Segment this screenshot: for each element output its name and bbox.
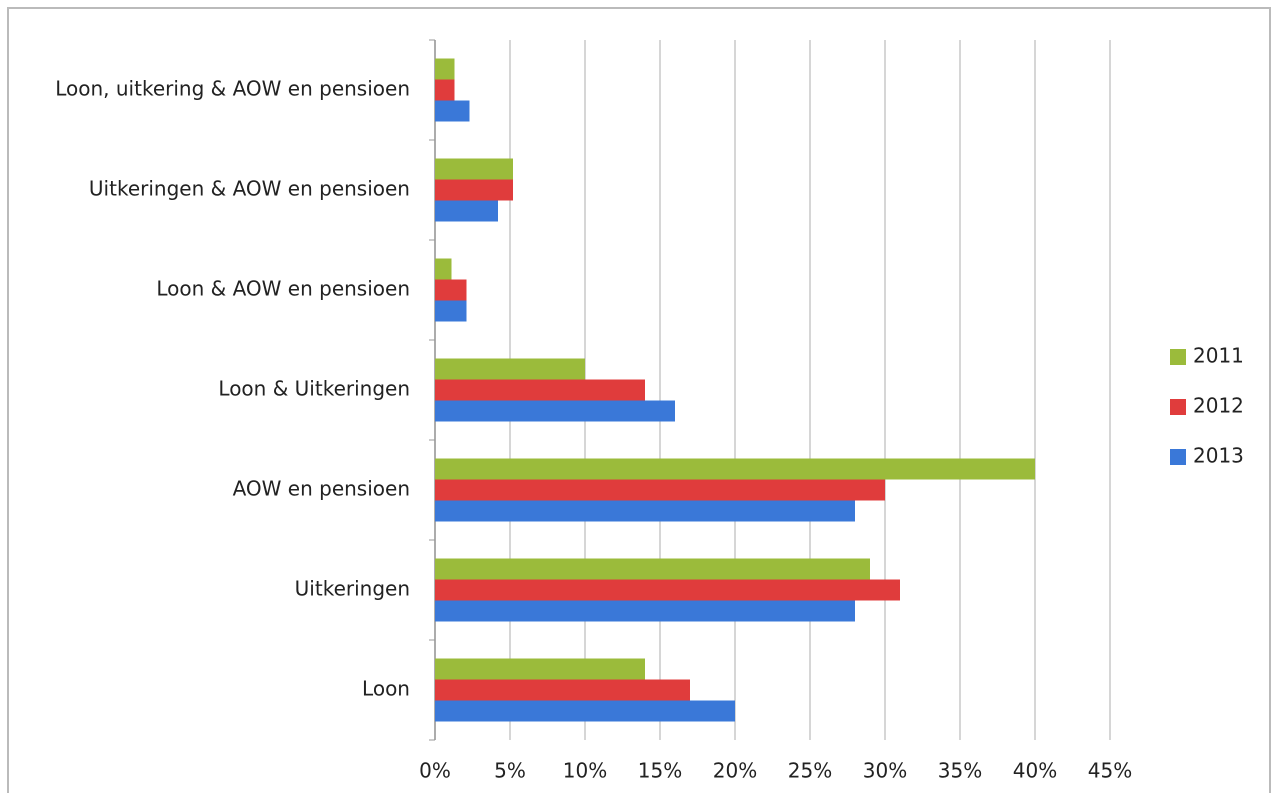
legend-label: 2012 (1193, 394, 1244, 418)
bar (435, 658, 645, 680)
bar (435, 179, 513, 201)
y-tick-label: Uitkeringen & AOW en pensioen (89, 177, 410, 201)
bar (435, 558, 870, 580)
bar (435, 300, 467, 322)
bar (435, 379, 645, 401)
x-tick-label: 0% (419, 759, 451, 783)
x-tick-label: 15% (638, 759, 682, 783)
bar (435, 400, 675, 422)
y-tick-label: Loon (362, 677, 410, 701)
bar (435, 200, 498, 222)
chart-border (7, 7, 1271, 793)
bar (435, 700, 735, 722)
bar (435, 158, 513, 180)
x-tick-label: 10% (563, 759, 607, 783)
x-tick-label: 25% (788, 759, 832, 783)
legend-label: 2011 (1193, 344, 1244, 368)
legend-label: 2013 (1193, 444, 1244, 468)
legend-swatch (1170, 349, 1186, 365)
bar (435, 100, 470, 122)
y-tick-label: Loon, uitkering & AOW en pensioen (55, 77, 410, 101)
x-tick-label: 35% (938, 759, 982, 783)
x-tick-label: 5% (494, 759, 526, 783)
bar (435, 358, 585, 380)
x-tick-label: 30% (863, 759, 907, 783)
x-tick-label: 20% (713, 759, 757, 783)
y-tick-label: AOW en pensioen (233, 477, 410, 501)
legend-swatch (1170, 449, 1186, 465)
bar (435, 279, 467, 301)
bar (435, 79, 455, 101)
bar (435, 679, 690, 701)
y-tick-label: Uitkeringen (295, 577, 410, 601)
legend-swatch (1170, 399, 1186, 415)
bar (435, 600, 855, 622)
y-tick-label: Loon & Uitkeringen (218, 377, 410, 401)
x-tick-label: 40% (1013, 759, 1057, 783)
bar (435, 579, 900, 601)
y-tick-label: Loon & AOW en pensioen (156, 277, 410, 301)
bar (435, 58, 455, 80)
bar (435, 458, 1035, 480)
bar (435, 479, 885, 501)
x-tick-label: 45% (1088, 759, 1132, 783)
bar (435, 258, 452, 280)
bar (435, 500, 855, 522)
